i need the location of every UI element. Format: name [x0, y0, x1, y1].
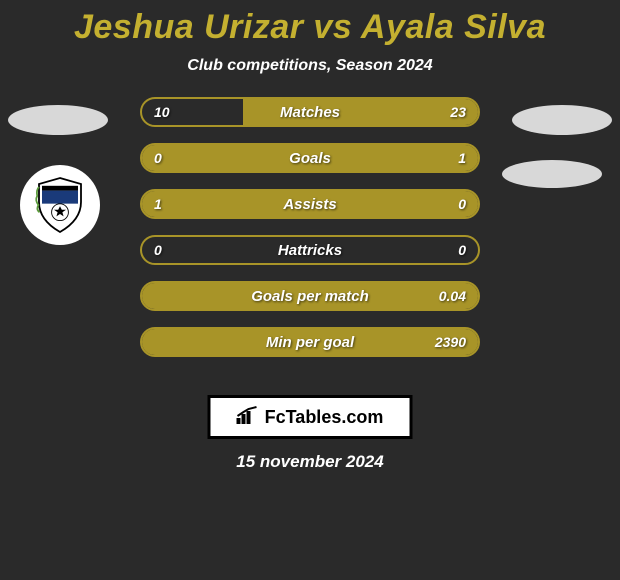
page-subtitle: Club competitions, Season 2024 [0, 57, 620, 75]
stat-bars: 10Matches230Goals11Assists00Hattricks0Go… [140, 97, 480, 373]
shield-icon [30, 175, 90, 235]
stat-value-right: 0.04 [439, 283, 466, 309]
club-badge-right [502, 160, 602, 188]
stat-value-right: 0 [458, 237, 466, 263]
brand-logo[interactable]: FcTables.com [208, 395, 413, 439]
stat-row: 0Goals1 [140, 143, 480, 173]
chart-icon [237, 406, 259, 429]
stat-row: Goals per match0.04 [140, 281, 480, 311]
page-title: Jeshua Urizar vs Ayala Silva [0, 0, 620, 47]
player-avatar-right [512, 105, 612, 135]
stat-value-right: 0 [458, 191, 466, 217]
stat-row: 10Matches23 [140, 97, 480, 127]
stat-row: 1Assists0 [140, 189, 480, 219]
stat-label: Hattricks [142, 237, 478, 263]
comparison-panel: 10Matches230Goals11Assists00Hattricks0Go… [0, 105, 620, 385]
brand-text: FcTables.com [265, 407, 384, 428]
stat-label: Matches [142, 99, 478, 125]
stat-label: Assists [142, 191, 478, 217]
stat-value-right: 23 [450, 99, 466, 125]
stat-value-right: 1 [458, 145, 466, 171]
player-avatar-left [8, 105, 108, 135]
stat-value-right: 2390 [435, 329, 466, 355]
stat-row: Min per goal2390 [140, 327, 480, 357]
stat-row: 0Hattricks0 [140, 235, 480, 265]
club-badge-left [20, 165, 100, 245]
stat-label: Goals per match [142, 283, 478, 309]
stat-label: Goals [142, 145, 478, 171]
date-text: 15 november 2024 [0, 452, 620, 472]
stat-label: Min per goal [142, 329, 478, 355]
